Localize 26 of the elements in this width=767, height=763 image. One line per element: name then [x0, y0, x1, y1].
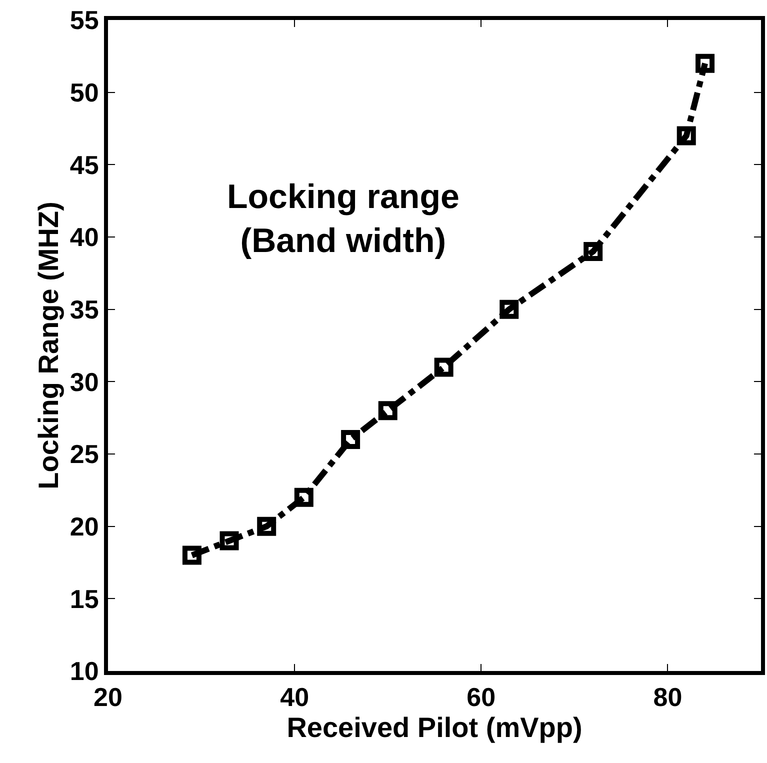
- point: [378, 401, 398, 420]
- y-tick-label: 25: [70, 439, 99, 470]
- y-tick-label: 50: [70, 77, 99, 108]
- x-tick-label: 80: [653, 682, 682, 712]
- point: [696, 54, 715, 73]
- x-tick-label: 60: [466, 682, 496, 712]
- y-tick-label: 20: [70, 511, 99, 542]
- x-tick-label: 40: [280, 682, 310, 712]
- y-tick-label: 40: [70, 222, 99, 252]
- x-axis-title: Received Pilot (mVpp): [286, 712, 582, 744]
- point: [341, 430, 360, 450]
- point: [257, 516, 276, 536]
- point: [434, 358, 454, 377]
- y-tick-label: 55: [70, 5, 99, 36]
- point: [676, 126, 696, 146]
- y-tick-label: 45: [70, 150, 99, 180]
- point: [584, 242, 603, 261]
- point: [500, 300, 519, 319]
- y-tick-label: 35: [70, 294, 99, 324]
- point: [182, 546, 202, 565]
- point: [294, 488, 314, 507]
- point: [220, 531, 239, 550]
- y-tick-label: 15: [70, 584, 99, 614]
- y-axis-title: Locking Range (MHZ): [33, 202, 64, 490]
- annotation: Locking range (Band width): [227, 178, 460, 260]
- y-tick-label: 30: [70, 366, 99, 397]
